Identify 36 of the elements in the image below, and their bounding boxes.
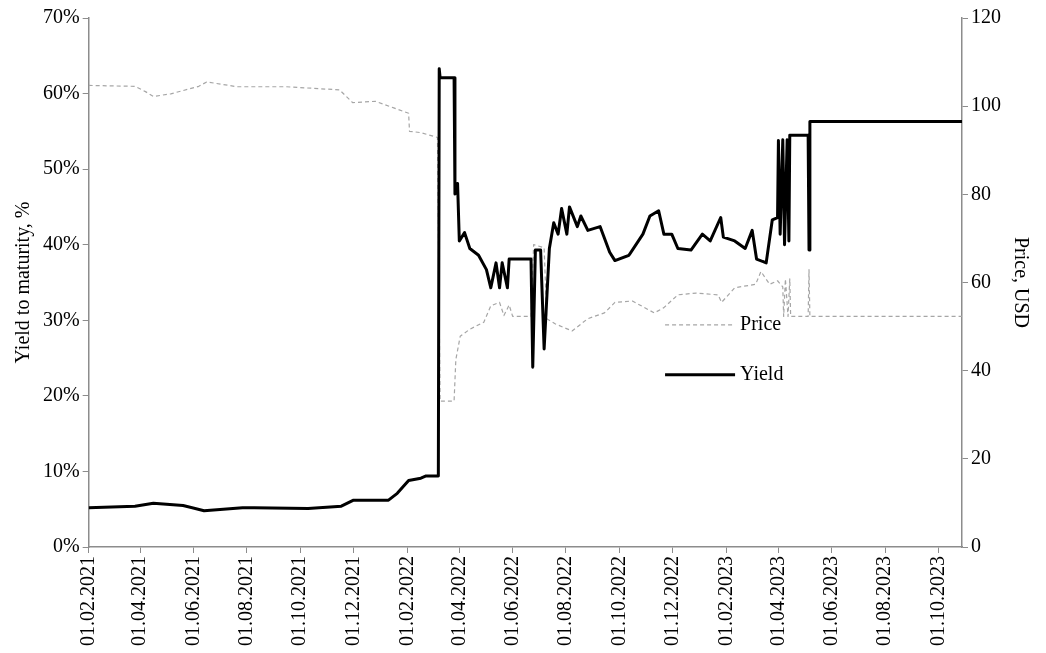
x-tick-label: 01.04.2021 <box>127 556 150 646</box>
x-tick-label: 01.12.2022 <box>659 556 682 646</box>
y-tick-label: 10% <box>42 458 80 481</box>
x-tick-label: 01.10.2022 <box>606 556 629 646</box>
x-tick-label: 01.02.2023 <box>714 556 737 646</box>
y-tick-label: 0% <box>52 534 80 557</box>
y-tick-label: 40% <box>42 231 80 254</box>
x-tick-label: 01.06.2021 <box>180 556 203 646</box>
y-tick-label: 60% <box>42 80 80 103</box>
legend-label: Yield <box>740 362 784 385</box>
y2-tick-label: 0 <box>971 534 981 557</box>
x-tick-label: 01.06.2022 <box>499 556 522 646</box>
legend-label: Price <box>740 312 782 335</box>
y2-tick-label: 100 <box>971 93 1001 116</box>
y2-tick-label: 20 <box>971 446 991 469</box>
x-tick-label: 01.10.2021 <box>287 556 310 646</box>
y2-tick-label: 60 <box>971 269 991 292</box>
x-tick-label: 01.10.2023 <box>925 556 948 646</box>
y2-tick-label: 40 <box>971 357 991 380</box>
y-axis-title: Yield to maturity, % <box>11 201 35 364</box>
y2-tick-label: 80 <box>971 181 991 204</box>
x-tick-label: 01.04.2023 <box>765 556 788 646</box>
x-tick-label: 01.02.2022 <box>395 556 417 646</box>
x-tick-label: 01.08.2021 <box>234 556 257 646</box>
y-tick-label: 50% <box>42 156 80 179</box>
x-tick-label: 01.02.2021 <box>75 556 98 646</box>
x-tick-label: 01.12.2021 <box>340 556 363 646</box>
y2-tick-label: 120 <box>971 5 1001 28</box>
y-tick-label: 70% <box>42 5 80 28</box>
y-tick-label: 20% <box>42 383 80 406</box>
x-tick-label: 01.04.2022 <box>446 556 469 646</box>
x-tick-label: 01.06.2023 <box>818 556 841 646</box>
y-tick-label: 30% <box>42 307 80 330</box>
y2-axis-title: Price, USD <box>1010 236 1033 329</box>
x-tick-label: 01.08.2022 <box>553 556 576 646</box>
x-tick-label: 01.08.2023 <box>872 556 895 646</box>
